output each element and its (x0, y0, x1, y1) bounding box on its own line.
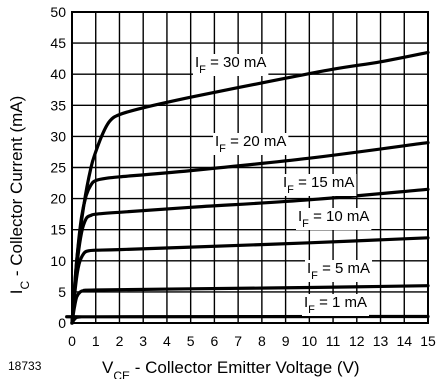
curve-label-bg (296, 208, 372, 230)
x-axis-title: VCE - Collector Emitter Voltage (V) (102, 358, 360, 379)
x-tick-label: 14 (396, 333, 412, 349)
x-tick-label: 8 (258, 333, 266, 349)
y-tick-label: 0 (58, 315, 66, 331)
curve-0 (70, 50, 430, 325)
y-tick-label: 25 (50, 160, 66, 176)
curve-label-2: IF = 15 mA (283, 174, 354, 196)
curve-label-4: IF = 5 mA (307, 260, 370, 282)
x-tick-label: 3 (139, 333, 147, 349)
y-tick-label: 35 (50, 97, 66, 113)
y-axis-title: IC - Collector Current (mA) (7, 96, 32, 295)
curves (65, 50, 430, 325)
curve-label-3: IF = 10 mA (298, 208, 369, 230)
x-tick-label: 15 (420, 333, 436, 349)
curve-label-bg (213, 133, 289, 155)
x-tick-label: 7 (234, 333, 242, 349)
x-tick-label: 5 (187, 333, 195, 349)
x-tick-label: 10 (302, 333, 318, 349)
curve-label-1: IF = 20 mA (215, 133, 286, 155)
x-tick-label: 11 (326, 333, 341, 349)
curve-1 (70, 141, 430, 325)
curve-label-0: IF = 30 mA (195, 54, 266, 76)
x-tick-label: 6 (211, 333, 219, 349)
y-tick-label: 30 (50, 128, 66, 144)
curve-2 (70, 187, 430, 325)
curve-4 (70, 284, 430, 325)
y-tick-label: 5 (58, 284, 66, 300)
y-tick-label: 45 (50, 35, 66, 51)
x-tick-label: 13 (373, 333, 389, 349)
y-tick-label: 20 (50, 191, 66, 207)
plot-frame (71, 11, 429, 324)
y-tick-label: 50 (50, 4, 66, 20)
tick-labels: 0 1 2 3 4 5 6 7 8 9 10 11 12 13 14 15051015202530354045… (50, 4, 436, 349)
y-tick-label: 40 (50, 66, 66, 82)
curve-label-bg (302, 294, 370, 316)
x-tick-label: 2 (116, 333, 124, 349)
curve-label-bg (193, 54, 269, 76)
x-tick-label: 12 (349, 333, 365, 349)
curve-5 (65, 314, 430, 325)
curve-label-bg (305, 260, 373, 282)
curve-label-5: IF = 1 mA (304, 294, 367, 316)
figure-id: 18733 (8, 359, 42, 373)
y-tick-label: 10 (50, 253, 66, 269)
x-tick-label: 1 (92, 333, 100, 349)
curve-label-bg (281, 174, 357, 196)
x-tick-label: 9 (282, 333, 290, 349)
x-tick-label: 0 (68, 333, 76, 349)
x-tick-label: 4 (163, 333, 171, 349)
curve-labels: IF = 30 mA IF = 20 mA IF = 15 mA IF = 10 mA… (193, 54, 373, 316)
y-tick-label: 15 (50, 222, 66, 238)
curve-3 (70, 236, 430, 325)
